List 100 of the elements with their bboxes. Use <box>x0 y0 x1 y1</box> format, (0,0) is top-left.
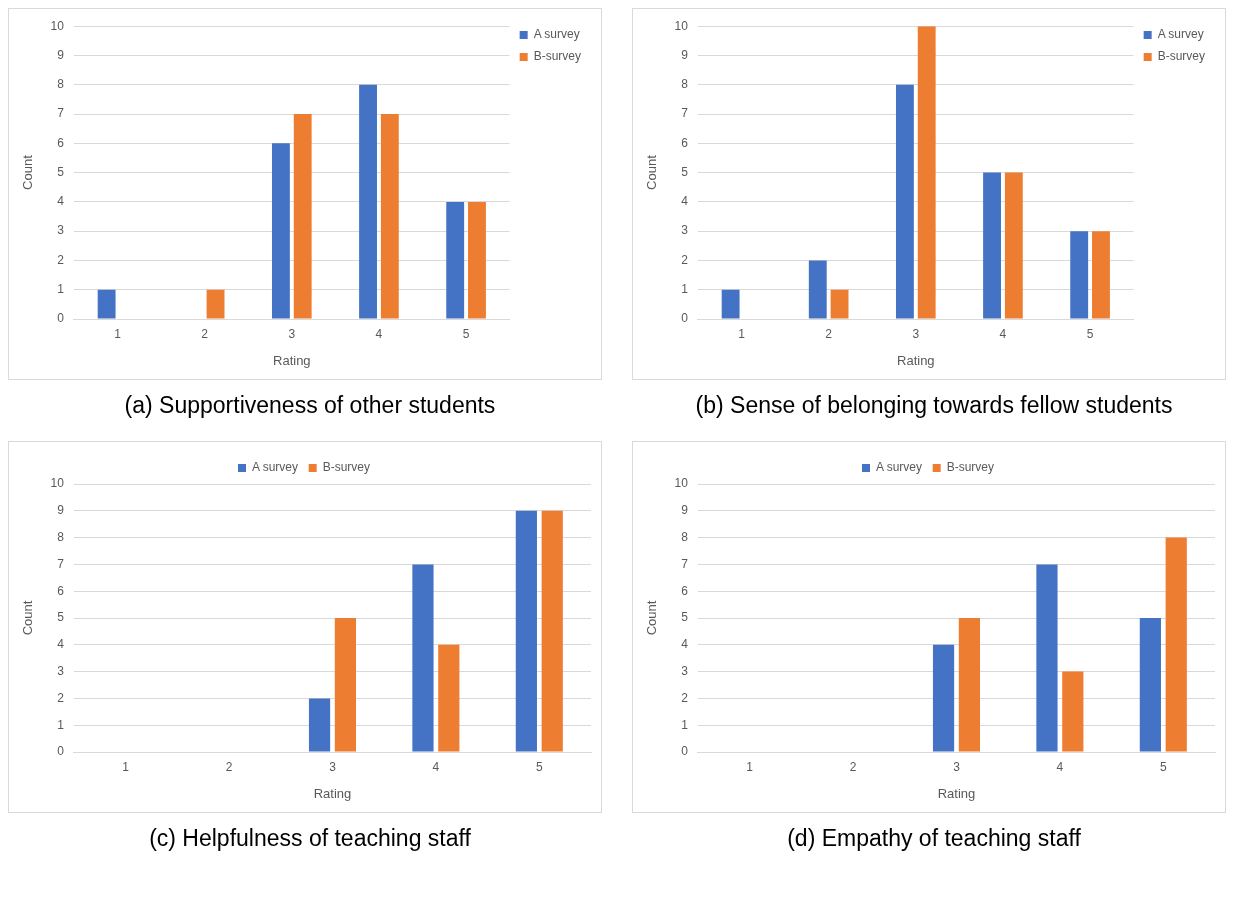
legend-label: A survey <box>1157 27 1204 42</box>
y-axis-title: Count <box>20 600 36 636</box>
y-tick-label: 7 <box>57 556 65 571</box>
y-tick-label: 5 <box>57 164 65 179</box>
bar <box>515 510 537 752</box>
y-tick-label: 2 <box>681 690 689 705</box>
bar <box>206 289 225 319</box>
y-tick-label: 5 <box>681 164 689 179</box>
legend-label: A survey <box>875 460 923 475</box>
x-tick-label: 2 <box>201 326 209 341</box>
x-tick-label: 4 <box>1056 759 1064 774</box>
x-tick-label: 3 <box>329 759 337 774</box>
y-tick-label: 10 <box>674 18 689 33</box>
x-tick-label: 5 <box>535 759 543 774</box>
x-axis-title: Rating <box>313 785 352 801</box>
bar <box>983 172 1001 319</box>
y-tick-label: 7 <box>681 556 689 571</box>
bar <box>895 84 914 319</box>
x-tick-label: 5 <box>462 326 470 341</box>
y-tick-label: 6 <box>681 135 689 150</box>
bar <box>412 564 434 752</box>
bar <box>380 114 399 319</box>
bar <box>541 510 563 752</box>
x-tick-label: 3 <box>912 326 920 341</box>
y-tick-label: 1 <box>57 717 65 732</box>
y-tick-label: 0 <box>57 744 65 759</box>
legend-label: B-survey <box>322 460 371 475</box>
y-tick-label: 1 <box>57 282 65 297</box>
bar <box>271 143 290 319</box>
y-tick-label: 2 <box>57 252 65 267</box>
y-tick-label: 9 <box>57 503 65 518</box>
y-tick-label: 7 <box>681 106 689 121</box>
bar <box>1070 231 1089 319</box>
bar <box>359 84 377 319</box>
y-tick-label: 3 <box>681 223 689 238</box>
y-tick-label: 3 <box>57 663 65 678</box>
x-tick-label: 2 <box>849 759 857 774</box>
bar <box>446 201 465 319</box>
x-tick-label: 1 <box>746 759 754 774</box>
bar <box>1139 618 1161 752</box>
bar <box>917 26 936 319</box>
legend-label: B-survey <box>946 460 995 475</box>
y-tick-label: 6 <box>681 583 689 598</box>
y-axis-title: Count <box>644 154 660 190</box>
legend-label: B-survey <box>533 49 581 64</box>
legend-label: A survey <box>533 27 580 42</box>
y-tick-label: 2 <box>57 690 65 705</box>
bar <box>1062 671 1084 752</box>
y-tick-label: 5 <box>681 610 689 625</box>
y-tick-label: 10 <box>50 18 65 33</box>
legend-label: A survey <box>251 460 299 475</box>
bar <box>1092 231 1110 319</box>
x-tick-label: 4 <box>375 326 383 341</box>
legend-label: B-survey <box>1157 49 1205 64</box>
y-tick-label: 4 <box>57 194 65 209</box>
x-tick-label: 1 <box>114 326 122 341</box>
bar <box>468 201 486 319</box>
y-tick-label: 0 <box>57 311 65 326</box>
y-tick-label: 10 <box>50 476 65 491</box>
x-axis-title: Rating <box>937 785 976 801</box>
y-tick-label: 2 <box>681 252 689 267</box>
x-tick-label: 3 <box>953 759 961 774</box>
bar <box>958 618 980 752</box>
bar <box>334 618 356 752</box>
y-tick-label: 8 <box>57 529 65 544</box>
x-tick-label: 1 <box>738 326 746 341</box>
y-axis-title: Count <box>644 600 660 636</box>
y-tick-label: 4 <box>681 637 689 652</box>
y-tick-label: 6 <box>57 135 65 150</box>
bar <box>97 289 116 319</box>
x-axis-title: Rating <box>897 352 935 368</box>
y-tick-label: 1 <box>681 282 689 297</box>
y-tick-label: 9 <box>57 47 65 62</box>
bar <box>1036 564 1058 752</box>
bar <box>293 114 312 319</box>
y-tick-label: 6 <box>57 583 65 598</box>
y-tick-label: 8 <box>681 77 689 92</box>
bar <box>808 260 827 319</box>
text: (b) Sense of belonging towards fellow students <box>694 392 1174 419</box>
y-tick-label: 8 <box>57 77 65 92</box>
x-tick-label: 4 <box>999 326 1007 341</box>
y-tick-label: 4 <box>57 637 65 652</box>
bar <box>932 644 955 752</box>
y-tick-label: 0 <box>681 311 689 326</box>
bar <box>721 289 740 319</box>
x-tick-label: 5 <box>1159 759 1167 774</box>
y-tick-label: 9 <box>681 47 689 62</box>
text: (a) Supportiveness of other students <box>123 392 497 419</box>
y-tick-label: 0 <box>681 744 689 759</box>
bar <box>308 698 331 752</box>
x-tick-label: 2 <box>225 759 233 774</box>
bar <box>830 289 849 319</box>
y-tick-label: 3 <box>57 223 65 238</box>
bar <box>1165 537 1187 752</box>
y-tick-label: 10 <box>674 476 689 491</box>
x-tick-label: 1 <box>122 759 130 774</box>
y-tick-label: 8 <box>681 529 689 544</box>
x-tick-label: 4 <box>432 759 440 774</box>
text: (c) Helpfulness of teaching staff <box>148 825 472 852</box>
x-axis-title: Rating <box>273 352 311 368</box>
